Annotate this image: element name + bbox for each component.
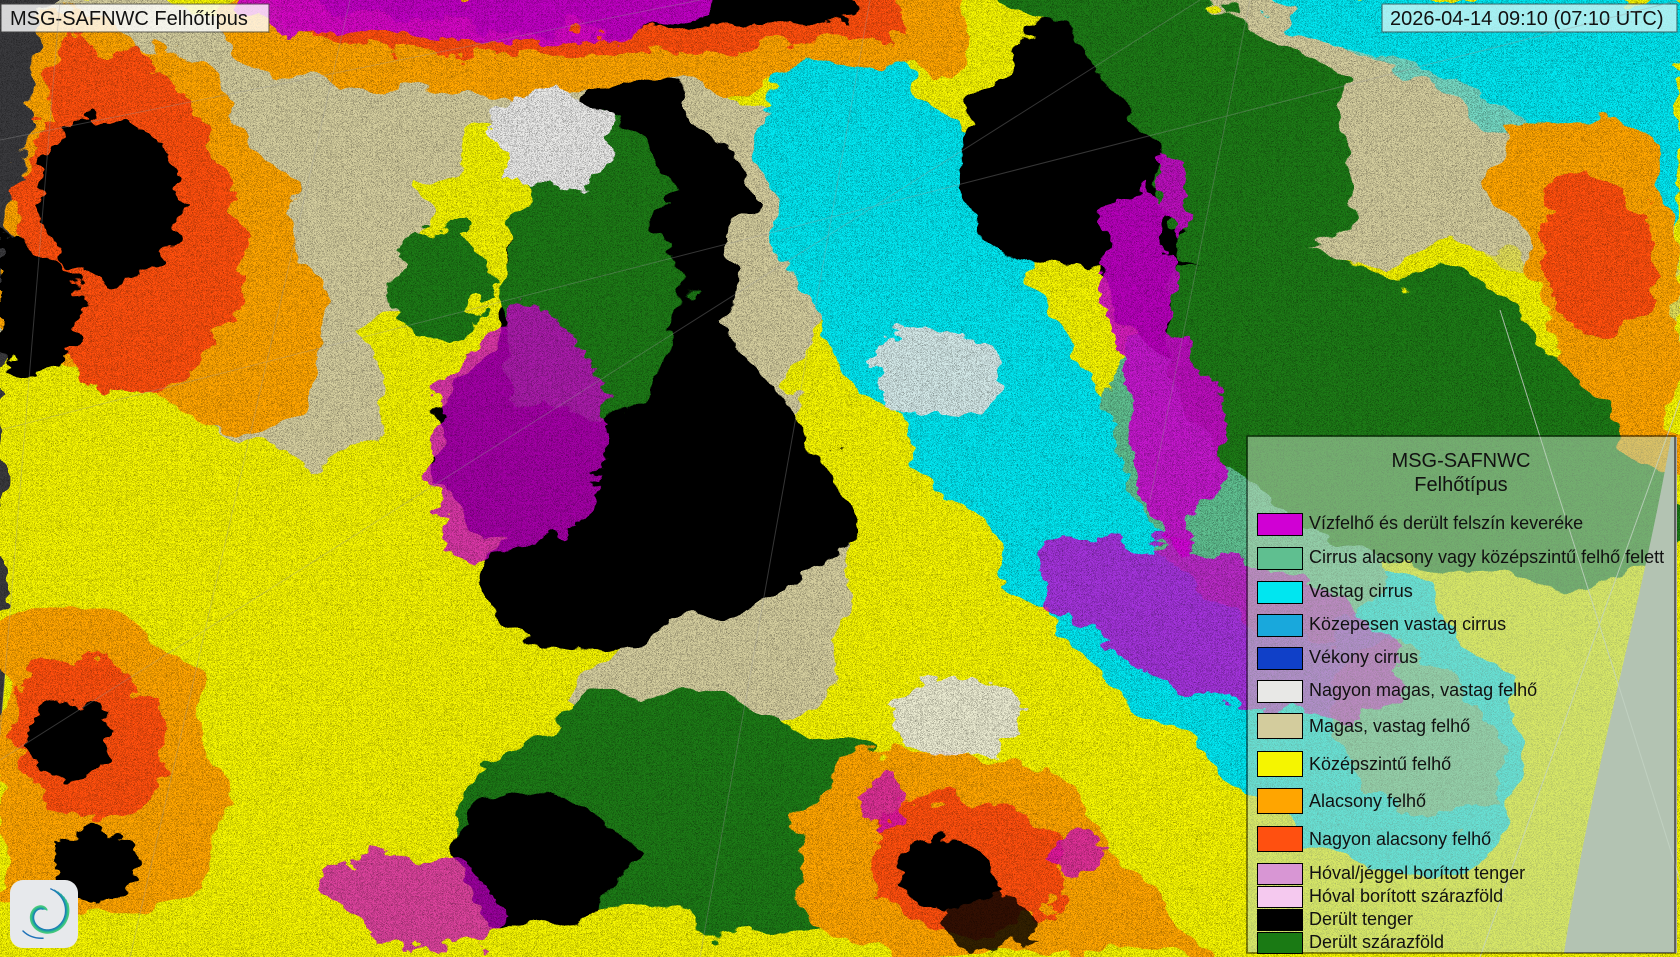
svg-text:MSG-SAFNWC Felhőtípus: MSG-SAFNWC Felhőtípus: [10, 8, 248, 30]
svg-text:2026-04-14 09:10 (07:10 UTC): 2026-04-14 09:10 (07:10 UTC): [1390, 8, 1664, 30]
